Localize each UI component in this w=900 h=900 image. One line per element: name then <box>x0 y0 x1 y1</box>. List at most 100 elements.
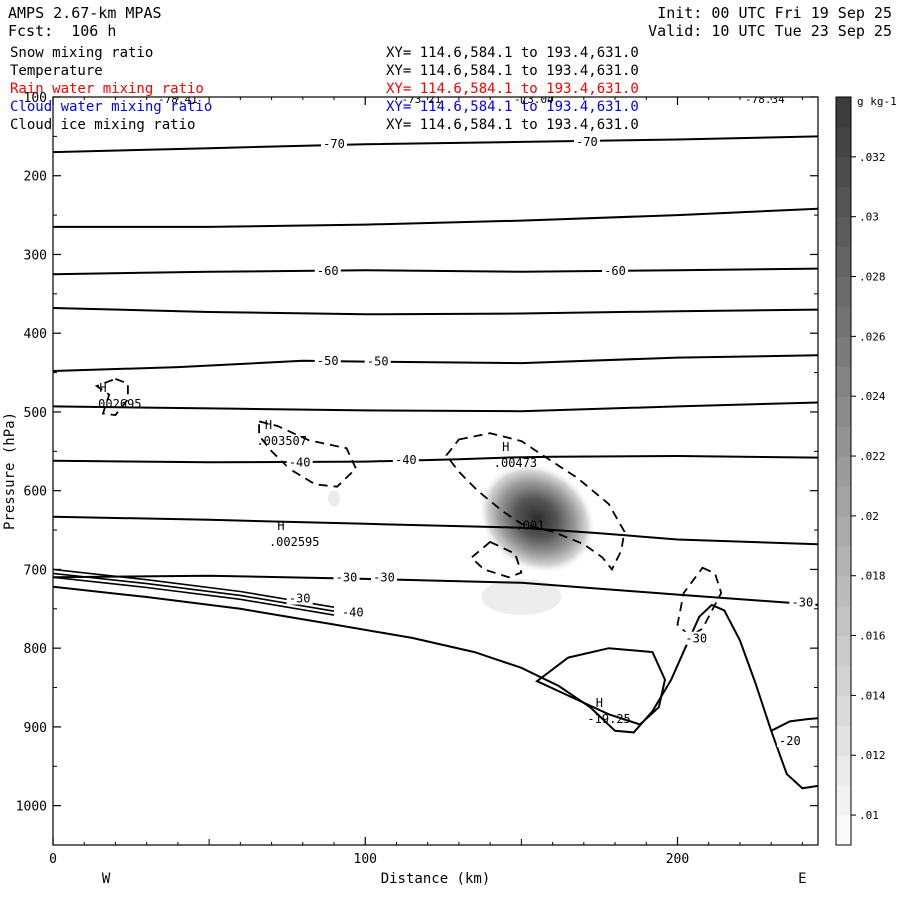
field-name-rain: Rain water mixing ratio <box>10 81 204 97</box>
y-tick-label: 800 <box>24 642 47 657</box>
temperature-contour <box>53 207 818 228</box>
colorbar-swatch <box>836 755 851 786</box>
x-tick-label: 0 <box>49 852 57 867</box>
contour-label-bg <box>339 605 366 619</box>
y-axis-title: Pressure (hPa) <box>2 412 18 530</box>
maximum-value: .001 <box>516 518 545 532</box>
colorbar-swatch <box>836 396 851 427</box>
cloud-ice-contour <box>445 432 626 572</box>
cloud-ice-contour <box>94 377 129 417</box>
temperature-contour <box>53 401 818 413</box>
colorbar-swatch <box>836 815 851 846</box>
x-tick-label: 100 <box>354 852 377 867</box>
contour-label-bg <box>370 570 397 584</box>
colorbar-swatch <box>836 485 851 517</box>
contour-label: -30 <box>373 570 395 584</box>
colorbar-swatch <box>836 635 851 666</box>
temperature-contour <box>53 454 818 464</box>
colorbar-tick-label: .014 <box>859 689 886 702</box>
x-axis-title: Distance (km) <box>381 871 491 887</box>
colorbar-swatch <box>836 216 851 248</box>
contour-label-bg <box>286 591 313 605</box>
contour-label-bg <box>602 264 629 278</box>
colorbar-swatch <box>836 545 851 577</box>
field-xy-rain: XY= 114.6,584.1 to 193.4,631.0 <box>386 81 639 97</box>
maximum-value: .003507 <box>256 434 307 448</box>
contour-label: -40 <box>395 453 417 467</box>
field-xy-snow: XY= 114.6,584.1 to 193.4,631.0 <box>386 45 639 61</box>
field-xy-cloud-water: XY= 114.6,584.1 to 193.4,631.0 <box>386 99 639 115</box>
maximum-value: .002695 <box>91 397 142 411</box>
snow-mixing-ratio-shading-tail <box>481 578 562 615</box>
valid-time: Valid: 10 UTC Tue 23 Sep 25 <box>648 22 892 40</box>
maximum-marker: H <box>277 519 284 533</box>
x-tick-label: 200 <box>666 852 689 867</box>
colorbar-swatch <box>836 126 851 158</box>
cloud-ice-contour <box>470 540 523 579</box>
maximum-marker: H <box>596 696 603 710</box>
snow-mixing-ratio-shading-small <box>328 490 341 507</box>
contour-label-bg <box>776 734 803 748</box>
maximum-value: -19.25 <box>587 712 630 726</box>
x-end-label-west: W <box>102 871 111 887</box>
field-name-cloud-ice: Cloud ice mixing ratio <box>10 117 196 133</box>
colorbar-tick-label: .022 <box>859 450 886 463</box>
field-xy-cloud-ice: XY= 114.6,584.1 to 193.4,631.0 <box>386 117 639 133</box>
y-tick-label: 900 <box>24 721 47 736</box>
temperature-contour-closed <box>770 717 818 732</box>
top-boundary-value: -78.41 <box>158 93 198 106</box>
x-end-label-east: E <box>798 871 806 887</box>
plot-frame <box>52 96 819 846</box>
colorbar-tick-label: .026 <box>859 330 886 343</box>
y-tick-label: 600 <box>24 485 47 500</box>
y-tick-label: 200 <box>24 170 47 185</box>
contour-label: -30 <box>289 592 311 606</box>
colorbar-swatch <box>836 785 851 816</box>
contour-label: -70 <box>323 137 345 151</box>
contour-label: -20 <box>779 734 801 748</box>
contour-label: -30 <box>336 570 358 584</box>
colorbar-swatch <box>836 515 851 547</box>
colorbar-swatch <box>836 306 851 337</box>
y-tick-label: 1000 <box>16 800 47 815</box>
contour-label-bg <box>333 570 360 584</box>
colorbar-unit: g kg-1 <box>857 95 897 108</box>
colorbar-tick-label: .02 <box>859 510 879 523</box>
colorbar-swatch <box>836 695 851 726</box>
contour-label-bg <box>392 452 419 466</box>
y-tick-label: 300 <box>24 248 47 263</box>
y-tick-label: 400 <box>24 327 47 342</box>
colorbar-tick-label: .016 <box>859 630 886 643</box>
y-tick-label: 100 <box>24 91 47 106</box>
colorbar-swatch <box>836 665 851 696</box>
temperature-contour <box>53 267 818 276</box>
temperature-contour <box>53 135 818 154</box>
field-name-snow: Snow mixing ratio <box>10 45 154 61</box>
colorbar-frame <box>835 96 852 846</box>
snow-mixing-ratio-shading <box>478 462 596 574</box>
temperature-contour <box>53 574 818 606</box>
colorbar-tick-label: .01 <box>859 809 879 822</box>
contour-label: -60 <box>604 264 626 278</box>
contour-label-bg <box>364 354 391 368</box>
colorbar-tick-label: .012 <box>859 749 886 762</box>
colorbar-swatch <box>836 725 851 756</box>
field-xy-temperature: XY= 114.6,584.1 to 193.4,631.0 <box>386 63 639 79</box>
contour-label: -60 <box>317 264 339 278</box>
contour-label: -30 <box>792 595 814 609</box>
maximum-marker: H <box>99 381 106 395</box>
temperature-contour-near-surface <box>53 576 335 616</box>
contour-label-bg <box>573 134 600 148</box>
colorbar-tick-label: .024 <box>859 390 886 403</box>
maximum-marker: H <box>265 418 272 432</box>
colorbar-tick-label: .018 <box>859 570 886 583</box>
y-tick-label: 700 <box>24 563 47 578</box>
contour-label-bg <box>314 264 341 278</box>
colorbar-swatch <box>836 336 851 367</box>
top-boundary-value: -78.34 <box>745 93 785 106</box>
cloud-ice-contour <box>258 420 357 488</box>
colorbar-swatch <box>836 575 851 607</box>
temperature-contour <box>53 515 818 546</box>
contour-label: -40 <box>342 606 364 620</box>
